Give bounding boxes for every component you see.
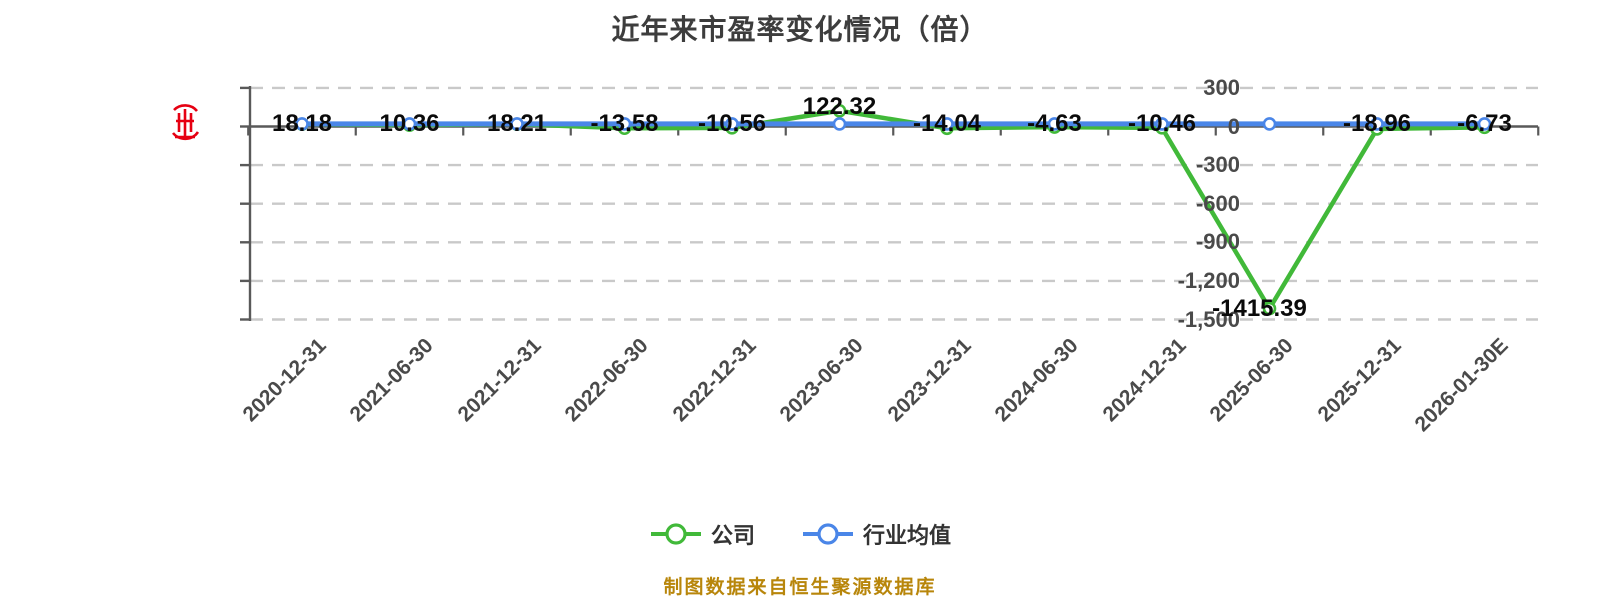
legend: 公司 行业均值 — [0, 518, 1600, 550]
legend-label-company: 公司 — [710, 523, 755, 548]
y-tick-label: -600 — [1195, 190, 1240, 216]
industry-line-marker-icon — [803, 523, 853, 545]
legend-item-company[interactable]: 公司 — [649, 518, 755, 550]
red-seal-icon — [171, 104, 200, 141]
point-公司 — [1262, 301, 1277, 316]
y-tick-label: -900 — [1195, 229, 1240, 255]
data-label: -10.56 — [697, 110, 767, 137]
point-行业均值 — [617, 117, 632, 131]
data-source-note: 制图数据来自恒生聚源数据库 — [663, 577, 937, 598]
data-label: -14.04 — [912, 110, 982, 137]
data-label: -13.58 — [590, 110, 659, 137]
legend-item-industry-average[interactable]: 行业均值 — [801, 518, 951, 550]
y-tick-label: -1,500 — [1177, 306, 1240, 332]
company-line-marker-icon — [650, 523, 701, 545]
point-行业均值 — [1262, 117, 1277, 131]
data-label: -1415.39 — [1212, 294, 1307, 322]
point-行业均值 — [1370, 117, 1384, 131]
data-label: 18.18 — [271, 110, 333, 137]
point-公司 — [832, 103, 847, 118]
data-label: -6.73 — [1457, 110, 1512, 137]
point-行业均值 — [1047, 117, 1062, 131]
point-行业均值 — [1155, 117, 1169, 131]
point-行业均值 — [510, 117, 524, 131]
y-tick-label: -300 — [1195, 152, 1240, 178]
data-label: 10.36 — [379, 110, 440, 137]
data-label: -10.46 — [1127, 110, 1197, 137]
chart-title: 近年来市盈率变化情况（倍） — [611, 14, 989, 45]
data-label: -18.96 — [1342, 110, 1412, 137]
data-label: -4.63 — [1027, 110, 1082, 137]
legend-label-industry-average: 行业均值 — [863, 523, 952, 548]
point-行业均值 — [832, 117, 847, 131]
y-tick-label: -1,200 — [1177, 267, 1240, 293]
series-line-公司 — [299, 108, 1487, 311]
data-label: 122.32 — [802, 92, 877, 120]
point-行业均值 — [295, 117, 309, 131]
point-行业均值 — [1477, 117, 1492, 131]
y-tick-label: 300 — [1203, 74, 1240, 100]
y-tick-label: 0 — [1227, 113, 1240, 139]
point-行业均值 — [940, 117, 954, 131]
point-行业均值 — [402, 117, 417, 131]
data-label: 18.21 — [486, 110, 548, 137]
point-行业均值 — [725, 117, 739, 131]
